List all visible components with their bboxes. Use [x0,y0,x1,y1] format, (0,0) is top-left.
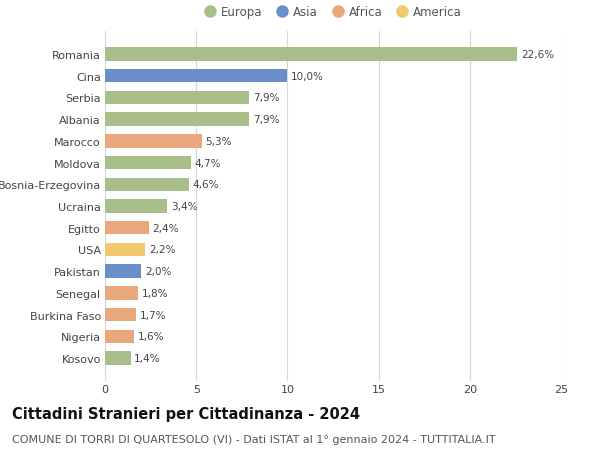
Text: 1,8%: 1,8% [142,288,168,298]
Text: 4,6%: 4,6% [193,180,219,190]
Bar [105,286,138,300]
Text: 2,0%: 2,0% [145,267,172,277]
Bar [105,157,191,170]
Bar [105,70,287,83]
Bar [105,48,517,62]
Text: 22,6%: 22,6% [521,50,554,60]
Bar [105,178,189,191]
Text: 2,2%: 2,2% [149,245,175,255]
Text: 7,9%: 7,9% [253,93,279,103]
Bar [105,308,136,322]
Text: 1,4%: 1,4% [134,353,161,364]
Text: 10,0%: 10,0% [291,72,324,81]
Bar [105,91,249,105]
Text: 3,4%: 3,4% [170,202,197,212]
Bar [105,243,145,257]
Bar [105,352,131,365]
Bar [105,200,167,213]
Text: 5,3%: 5,3% [205,136,232,146]
Bar [105,222,149,235]
Bar [105,135,202,148]
Bar [105,113,249,127]
Text: COMUNE DI TORRI DI QUARTESOLO (VI) - Dati ISTAT al 1° gennaio 2024 - TUTTITALIA.: COMUNE DI TORRI DI QUARTESOLO (VI) - Dat… [12,434,496,444]
Text: 2,4%: 2,4% [152,223,179,233]
Text: 4,7%: 4,7% [194,158,221,168]
Bar [105,330,134,343]
Text: 1,6%: 1,6% [138,332,164,341]
Text: 7,9%: 7,9% [253,115,279,125]
Text: 1,7%: 1,7% [140,310,166,320]
Legend: Europa, Asia, Africa, America: Europa, Asia, Africa, America [205,6,461,19]
Bar [105,265,142,278]
Text: Cittadini Stranieri per Cittadinanza - 2024: Cittadini Stranieri per Cittadinanza - 2… [12,406,360,421]
